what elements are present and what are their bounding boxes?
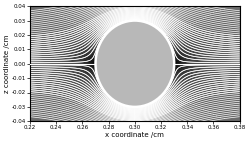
Y-axis label: z coordinate /cm: z coordinate /cm (4, 35, 10, 93)
X-axis label: x coordinate /cm: x coordinate /cm (106, 132, 164, 138)
Circle shape (96, 21, 174, 107)
